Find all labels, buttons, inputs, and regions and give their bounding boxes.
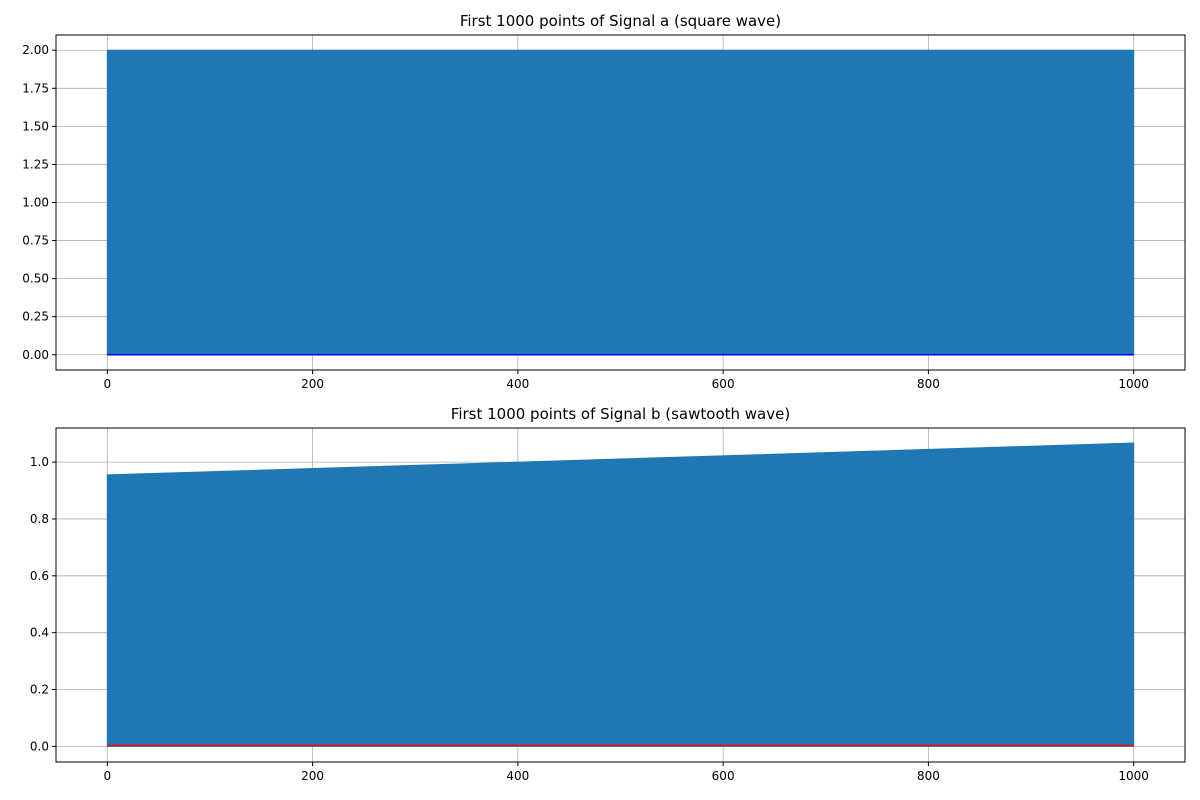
y-tick-label: 0.0 (30, 739, 49, 753)
y-tick-label: 0.50 (22, 272, 49, 286)
x-tick-label: 600 (712, 377, 735, 391)
y-tick-label: 0.4 (30, 626, 49, 640)
subplot-2: First 1000 points of Signal b (sawtooth … (30, 405, 1186, 783)
x-tick-label: 0 (103, 377, 111, 391)
y-tick-label: 0.2 (30, 683, 49, 697)
y-tick-label: 1.75 (22, 81, 49, 95)
signal-fill (106, 442, 1135, 747)
chart-title: First 1000 points of Signal b (sawtooth … (451, 405, 790, 423)
y-tick-label: 2.00 (22, 43, 49, 57)
y-tick-label: 0.8 (30, 512, 49, 526)
axes-frame (55, 427, 1186, 763)
x-tick-label: 400 (506, 769, 529, 783)
x-tick-label: 800 (917, 377, 940, 391)
chart-title: First 1000 points of Signal a (square wa… (460, 12, 781, 30)
y-tick-label: 0.25 (22, 310, 49, 324)
y-tick-label: 0.6 (30, 569, 49, 583)
y-tick-label: 0.00 (22, 348, 49, 362)
x-tick-label: 400 (506, 377, 529, 391)
y-tick-label: 1.50 (22, 119, 49, 133)
x-tick-label: 0 (103, 769, 111, 783)
y-tick-label: 1.25 (22, 157, 49, 171)
x-tick-label: 1000 (1118, 377, 1149, 391)
y-tick-label: 1.00 (22, 196, 49, 210)
y-tick-label: 1.0 (30, 455, 49, 469)
signal-fill (106, 49, 1135, 356)
x-tick-label: 600 (712, 769, 735, 783)
subplot-1: First 1000 points of Signal a (square wa… (22, 12, 1186, 391)
y-tick-label: 0.75 (22, 234, 49, 248)
x-tick-label: 200 (301, 769, 324, 783)
x-tick-label: 1000 (1118, 769, 1149, 783)
x-tick-label: 800 (917, 769, 940, 783)
x-tick-label: 200 (301, 377, 324, 391)
